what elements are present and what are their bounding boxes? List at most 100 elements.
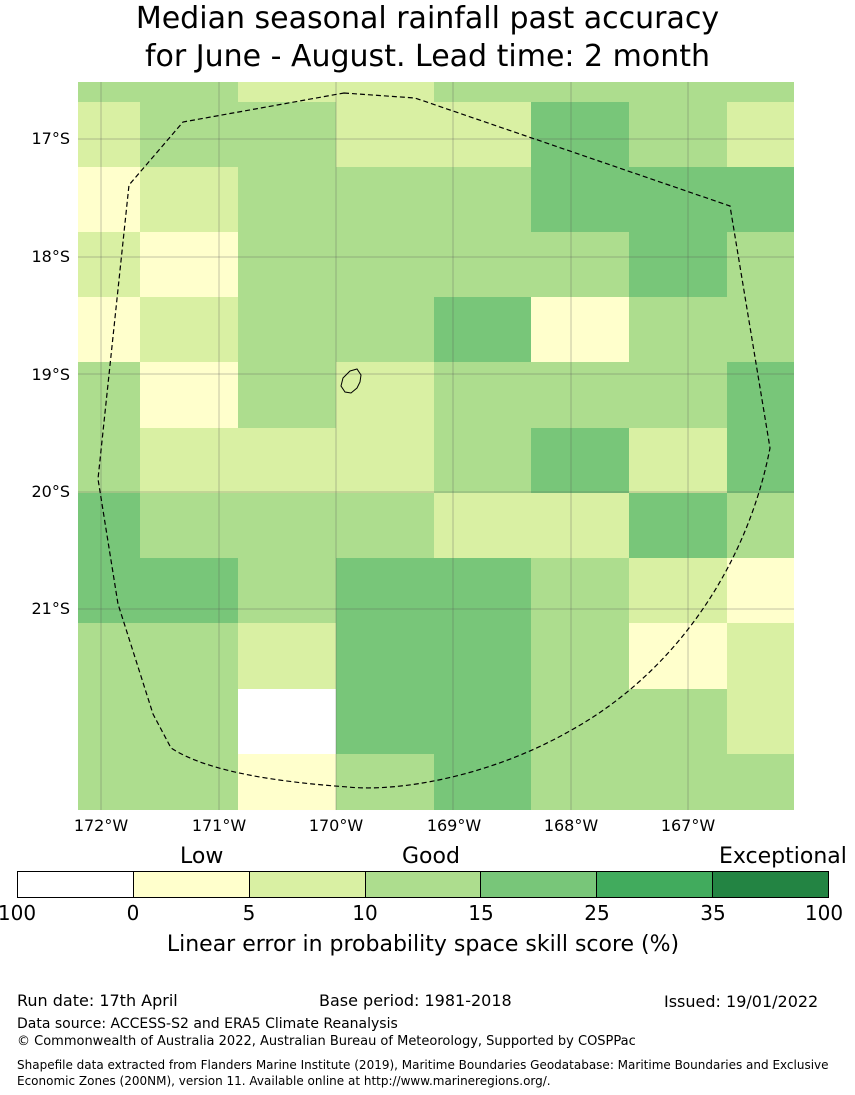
grid-cell [238, 754, 336, 810]
grid-cell [629, 754, 727, 810]
grid-cell [78, 297, 140, 362]
grid-cell [336, 297, 434, 362]
grid-cell [140, 362, 238, 428]
grid-cell [78, 82, 140, 102]
grid-cell [727, 558, 794, 623]
grid-cell [434, 167, 531, 232]
grid-cell [140, 297, 238, 362]
grid-cell [434, 623, 531, 689]
grid-cell [238, 297, 336, 362]
grid-cell [238, 167, 336, 232]
grid-cell [531, 623, 629, 689]
grid-cell [629, 689, 727, 754]
colorbar-segment [18, 872, 134, 897]
grid-cell [140, 167, 238, 232]
grid-cell [629, 297, 727, 362]
grid-cell [727, 232, 794, 297]
grid-cell [629, 82, 727, 102]
grid-cell [140, 232, 238, 297]
colorbar-category-exceptional: Exceptional [719, 844, 847, 869]
grid-cell [336, 493, 434, 558]
lon-label-169w: 169°W [426, 816, 482, 835]
grid-cell [531, 428, 629, 493]
grid-cell [629, 428, 727, 493]
shapefile-note: Shapefile data extracted from Flanders M… [17, 1058, 829, 1088]
grid-cell [434, 232, 531, 297]
colorbar-segment [365, 872, 482, 897]
grid-cell [140, 82, 238, 102]
grid-cell [434, 754, 531, 810]
grid-cell [727, 623, 794, 689]
map-title: Median seasonal rainfall past accuracy f… [0, 0, 855, 76]
colorbar-tick: 5 [242, 901, 256, 925]
lon-label-167w: 167°W [660, 816, 716, 835]
grid-cell [531, 297, 629, 362]
grid-cell [336, 167, 434, 232]
grid-cell [531, 102, 629, 167]
title-line-1: Median seasonal rainfall past accuracy [135, 1, 720, 36]
grid-cell [336, 232, 434, 297]
colorbar-tick: 100 [804, 901, 844, 925]
copyright: © Commonwealth of Australia 2022, Austra… [17, 1034, 636, 1049]
colorbar-tick: 35 [700, 901, 726, 925]
grid-cell [140, 493, 238, 558]
grid-cell [531, 754, 629, 810]
grid-cell [336, 689, 434, 754]
grid-cell [531, 493, 629, 558]
grid-cell [727, 297, 794, 362]
grid-cell [78, 102, 140, 167]
lat-label-18s: 18°S [31, 247, 70, 266]
grid-cell [140, 623, 238, 689]
lon-label-172w: 172°W [73, 816, 129, 835]
skill-map-canvas [78, 82, 794, 810]
lon-label-170w: 170°W [308, 816, 364, 835]
colorbar-tick: 0 [126, 901, 140, 925]
colorbar [17, 871, 829, 898]
issued-date: Issued: 19/01/2022 [664, 992, 819, 1011]
colorbar-tick: 100 [0, 901, 37, 925]
colorbar-segment [481, 872, 598, 897]
grid-cell [629, 623, 727, 689]
grid-cell [336, 362, 434, 428]
grid-cell [531, 167, 629, 232]
grid-cell [434, 102, 531, 167]
grid-cell [238, 82, 336, 102]
colorbar-tick: 15 [468, 901, 494, 925]
grid-cell [78, 428, 140, 493]
grid-cell [78, 167, 140, 232]
grid-cell [727, 362, 794, 428]
lat-label-17s: 17°S [31, 129, 70, 148]
grid-cell [727, 82, 794, 102]
grid-cell [629, 102, 727, 167]
colorbar-category-good: Good [402, 844, 460, 869]
data-source: Data source: ACCESS-S2 and ERA5 Climate … [17, 1016, 398, 1032]
grid-cell [238, 232, 336, 297]
grid-cell [78, 754, 140, 810]
title-line-2: for June - August. Lead time: 2 month [144, 39, 711, 74]
skill-map [78, 82, 794, 810]
grid-cell [727, 428, 794, 493]
colorbar-tick: 10 [352, 901, 378, 925]
grid-cell [238, 493, 336, 558]
base-period: Base period: 1981-2018 [319, 991, 512, 1010]
grid-cell [727, 689, 794, 754]
colorbar-category-low: Low [180, 844, 224, 869]
grid-cell [336, 428, 434, 493]
grid-cell [434, 689, 531, 754]
colorbar-segment [249, 872, 366, 897]
grid-cell [434, 558, 531, 623]
lat-label-19s: 19°S [31, 365, 70, 384]
grid-cell [629, 232, 727, 297]
grid-cell [336, 558, 434, 623]
colorbar-tick: 25 [584, 901, 610, 925]
grid-cell [531, 232, 629, 297]
grid-cell [78, 232, 140, 297]
grid-cell [78, 623, 140, 689]
colorbar-segment [713, 872, 829, 897]
grid-cell [140, 102, 238, 167]
colorbar-label: Linear error in probability space skill … [166, 932, 680, 957]
grid-cell [434, 493, 531, 558]
grid-cell [434, 362, 531, 428]
island-outline [340, 368, 362, 394]
grid-cell [238, 623, 336, 689]
